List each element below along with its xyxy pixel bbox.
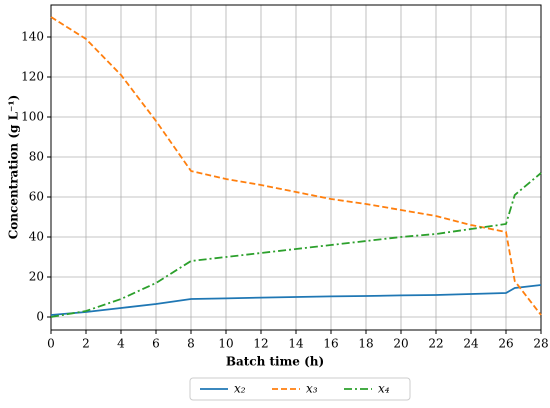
x-axis-label: Batch time (h) <box>226 355 324 369</box>
y-tick-label: 60 <box>29 190 44 204</box>
x-tick-label: 16 <box>323 337 338 351</box>
y-tick-label: 140 <box>21 30 44 44</box>
x-tick-label: 2 <box>82 337 90 351</box>
y-tick-label: 0 <box>36 310 44 324</box>
x-tick-label: 10 <box>218 337 233 351</box>
x-tick-label: 26 <box>498 337 513 351</box>
series-line <box>50 284 542 316</box>
series-line <box>50 172 542 318</box>
y-tick-label: 80 <box>29 150 44 164</box>
x-tick-label: 14 <box>288 337 304 351</box>
legend-label: x₂ <box>234 382 246 396</box>
y-tick-label: 100 <box>21 110 44 124</box>
x-tick-label: 22 <box>428 337 443 351</box>
x-tick-label: 18 <box>358 337 373 351</box>
x-tick-label: 6 <box>152 337 160 351</box>
x-tick-label: 28 <box>533 337 548 351</box>
x-tick-label: 4 <box>117 337 125 351</box>
plot-frame <box>50 4 542 331</box>
x-tick-label: 24 <box>463 337 479 351</box>
y-tick-label: 20 <box>29 270 44 284</box>
legend-label: x₃ <box>306 382 318 396</box>
series-line <box>50 16 542 316</box>
y-tick-label: 120 <box>21 70 44 84</box>
legend-label: x₄ <box>378 382 390 396</box>
y-tick-label: 40 <box>29 230 44 244</box>
x-tick-label: 12 <box>253 337 268 351</box>
x-tick-label: 0 <box>47 337 55 351</box>
x-tick-label: 20 <box>393 337 408 351</box>
y-axis-label: Concentration (g L⁻¹) <box>7 95 21 240</box>
x-tick-label: 8 <box>187 337 195 351</box>
